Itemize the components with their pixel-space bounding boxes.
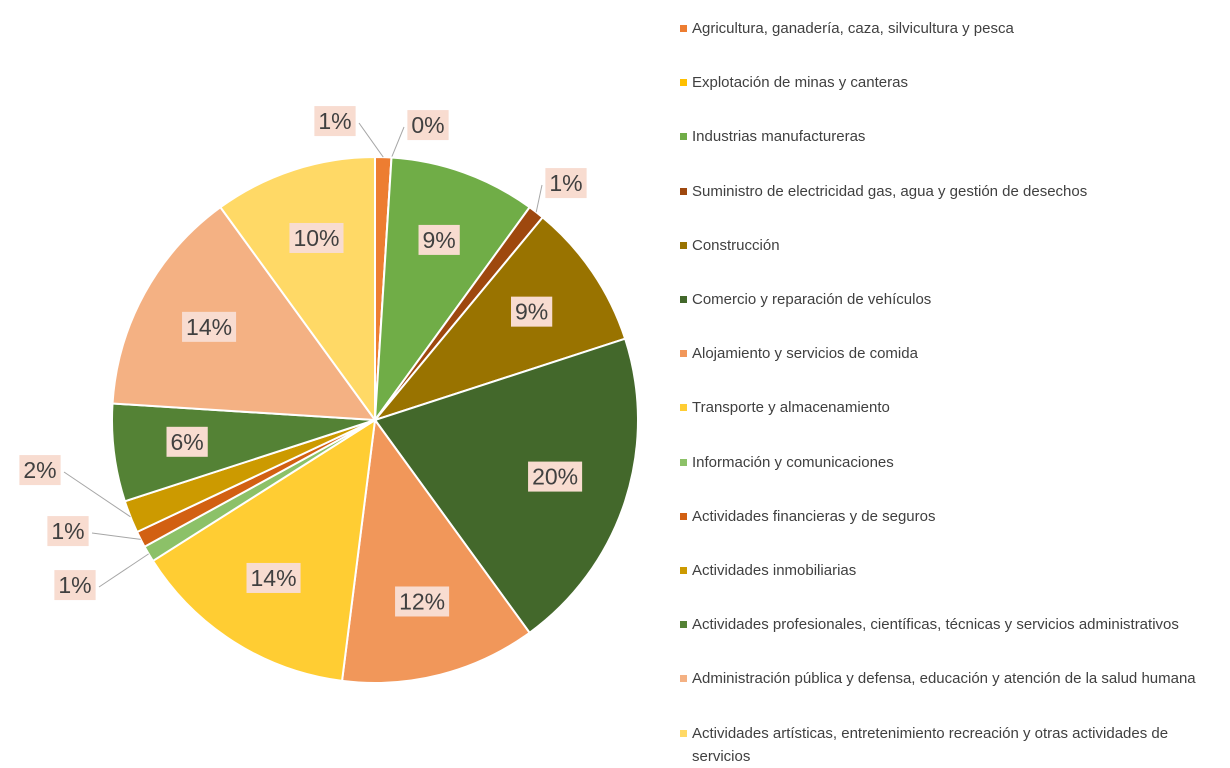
legend-item: Explotación de minas y canteras (680, 71, 1220, 94)
legend-label: Administración pública y defensa, educac… (692, 670, 1196, 688)
legend-label: Actividades artísticas, entretenimiento … (692, 724, 1169, 765)
data-label-bg (314, 106, 356, 137)
legend-item: Transporte y almacenamiento (680, 396, 1220, 419)
data-label: 12% (399, 588, 445, 614)
data-label: 2% (23, 457, 56, 483)
data-label: 1% (58, 572, 91, 598)
legend-label: Industrias manufactureras (692, 128, 866, 146)
legend-swatch (680, 675, 687, 683)
leader-line (358, 122, 384, 158)
legend-item: Actividades financieras y de seguros (680, 505, 1220, 528)
data-label: 1% (549, 170, 582, 196)
legend-swatch (680, 133, 687, 141)
legend-label: Actividades inmobiliarias (692, 562, 857, 579)
legend-item: Actividades artísticas, entretenimiento … (680, 722, 1220, 768)
pie-slice (373, 156, 531, 424)
data-label: 10% (293, 225, 339, 251)
data-label-bg (528, 461, 583, 492)
legend-swatch (680, 79, 687, 87)
legend-item: Suministro de electricidad gas, agua y g… (680, 180, 1220, 203)
leader-line (91, 532, 141, 540)
data-label-bg (407, 110, 449, 141)
legend-label: Comercio y reparación de vehículos (692, 291, 932, 308)
legend-label: Información y comunicaciones (692, 453, 894, 471)
leader-line (535, 184, 543, 213)
data-label-bg (47, 516, 89, 547)
data-label: 6% (171, 429, 204, 455)
data-label-bg (54, 570, 96, 601)
data-label: 0% (411, 112, 444, 138)
data-label: 14% (186, 314, 232, 340)
legend-label: Transporte y almacenamiento (692, 399, 890, 417)
leader-line (391, 126, 405, 158)
legend-item: Información y comunicaciones (680, 451, 1220, 474)
data-label-bg (395, 586, 450, 617)
pie-chart: 1% 0% 9% 1% 9% 20% 12% 14% 1% 1% 2% 6% 14% 10% (19, 106, 639, 684)
legend-item: Alojamiento y servicios de comida (680, 342, 1220, 365)
data-label-bg (289, 222, 344, 253)
data-label: 1% (318, 108, 351, 134)
leader-line (63, 471, 131, 518)
pie-slice (219, 155, 376, 424)
legend-label: Suministro de electricidad gas, agua y g… (692, 182, 1088, 200)
data-label-bg (182, 311, 237, 342)
pie-slice (373, 337, 639, 635)
legend-item: Administración pública y defensa, educac… (680, 667, 1220, 690)
data-label-bg (246, 562, 301, 593)
legend-item: Actividades inmobiliarias (680, 559, 1220, 582)
legend-swatch (680, 296, 687, 303)
legend-item: Actividades profesionales, científicas, … (680, 613, 1220, 636)
legend-swatch (680, 404, 687, 412)
legend-item: Industrias manufactureras (680, 125, 1220, 148)
data-label: 9% (423, 227, 456, 253)
legend-swatch (680, 187, 687, 195)
leader-line (98, 553, 149, 588)
data-label-bg (545, 168, 587, 199)
legend-item: Construcción (680, 234, 1220, 257)
legend-label: Agricultura, ganadería, caza, silvicultu… (692, 20, 1014, 37)
legend-swatch (680, 458, 687, 466)
data-label-bg (418, 224, 460, 255)
data-label-bg (166, 426, 208, 457)
legend-label: Actividades profesionales, científicas, … (692, 616, 1179, 634)
legend-swatch (680, 25, 687, 32)
legend-swatch (680, 621, 687, 629)
legend-swatch (680, 729, 687, 737)
legend-swatch (680, 567, 687, 574)
legend-swatch (680, 512, 687, 520)
legend-label: Explotación de minas y canteras (692, 74, 908, 92)
legend-item: Comercio y reparación de vehículos (680, 288, 1220, 311)
data-label: 14% (251, 565, 297, 591)
pie-slice (372, 215, 627, 423)
pie-slice (340, 417, 531, 684)
pie-slice (151, 418, 377, 683)
legend-label: Actividades financieras y de seguros (692, 507, 936, 525)
legend-swatch (680, 350, 687, 358)
legend-label: Alojamiento y servicios de comida (692, 345, 918, 363)
data-label-bg (510, 296, 553, 327)
pie-slice (111, 205, 378, 422)
legend-label: Construcción (692, 236, 780, 254)
data-label: 1% (51, 518, 84, 544)
data-label-bg (19, 455, 61, 486)
data-label: 20% (532, 464, 578, 490)
legend-item: Agricultura, ganadería, caza, silvicultu… (680, 17, 1220, 40)
legend-swatch (680, 241, 687, 249)
data-label: 9% (515, 299, 548, 325)
